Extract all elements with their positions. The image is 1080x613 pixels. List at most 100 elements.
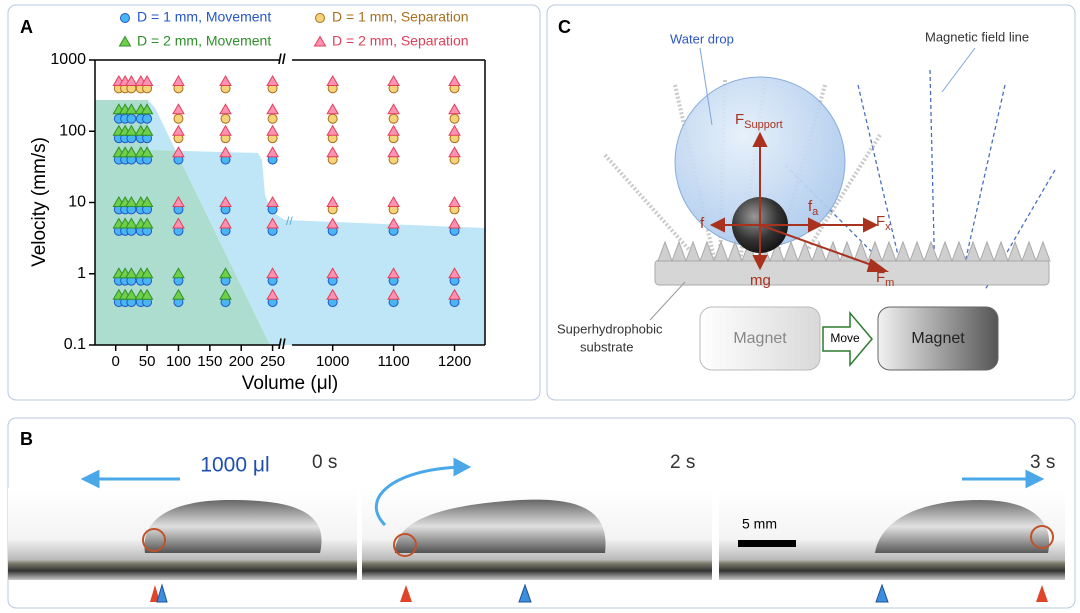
region xyxy=(148,100,485,345)
data-point xyxy=(219,267,232,279)
data-point xyxy=(449,113,460,124)
data-point xyxy=(448,288,461,300)
data-point xyxy=(387,217,400,229)
data-point xyxy=(140,124,154,136)
data-point xyxy=(126,113,137,124)
data-point xyxy=(388,113,399,124)
magnet-label: Magnet xyxy=(911,330,965,347)
force-labels: FSupport f fa Fx Fm mg xyxy=(700,111,894,289)
move-arrow xyxy=(822,310,873,368)
data-point xyxy=(387,124,400,136)
data-point xyxy=(266,146,279,158)
x-tick-label: 150 xyxy=(197,353,222,370)
data-point xyxy=(326,217,340,229)
data-point xyxy=(266,103,279,115)
y-tick-label: 10 xyxy=(68,194,86,211)
data-point xyxy=(219,74,232,86)
force-subscript: m xyxy=(885,277,894,289)
data-point xyxy=(219,103,232,115)
time-label: 0 s xyxy=(312,452,337,473)
x-tick-label: 250 xyxy=(260,353,285,370)
data-point xyxy=(266,288,279,300)
data-point xyxy=(267,113,278,124)
annotation: Superhydrophobic xyxy=(557,321,663,336)
data-point xyxy=(125,196,138,207)
data-point xyxy=(448,196,461,207)
spikes xyxy=(657,240,1051,262)
data-point xyxy=(448,103,461,115)
time-label: 3 s xyxy=(1030,452,1055,473)
legend-marker xyxy=(120,13,130,23)
data-point xyxy=(140,74,154,86)
force-label: F xyxy=(876,213,885,230)
break-mark: // xyxy=(286,214,293,228)
x-tick-label: 0 xyxy=(112,353,120,370)
data-point xyxy=(266,124,279,136)
data-point xyxy=(219,217,232,229)
data-point xyxy=(448,217,461,229)
data-point xyxy=(448,74,461,86)
data-point xyxy=(125,146,138,158)
data-point xyxy=(387,267,400,279)
leader-line xyxy=(699,47,713,126)
annotation: Water drop xyxy=(670,31,734,46)
data-point xyxy=(172,196,185,207)
leader-line xyxy=(941,47,976,93)
drop xyxy=(395,499,606,553)
data-point xyxy=(220,113,231,124)
data-point xyxy=(125,74,138,86)
position-marker xyxy=(1036,585,1048,602)
ball-marker xyxy=(393,533,417,557)
position-marker xyxy=(875,583,889,603)
data-point xyxy=(266,74,279,86)
motion-arrows xyxy=(80,457,1045,527)
position-marker xyxy=(518,583,532,603)
leader-line xyxy=(649,281,686,321)
force-label: FSupport xyxy=(735,111,783,131)
data-point xyxy=(326,146,340,158)
annotation: substrate xyxy=(580,339,633,354)
data-point xyxy=(172,267,185,279)
magnet xyxy=(699,306,821,371)
force-label: fa xyxy=(808,198,819,218)
magnet-label: Magnet xyxy=(733,330,787,347)
x-tick-label: 1200 xyxy=(438,353,471,370)
data-point xyxy=(172,217,185,229)
data-point xyxy=(326,74,340,86)
panel-label: B xyxy=(20,429,33,449)
x-tick-label: 1000 xyxy=(316,353,349,370)
x-tick-label: 50 xyxy=(139,353,156,370)
data-point xyxy=(125,103,138,115)
diagram: C FSupport f fa Fx Fm mg xyxy=(557,17,1056,371)
data-point xyxy=(387,74,400,86)
x-tick-label: 200 xyxy=(229,353,254,370)
data-point xyxy=(326,124,340,136)
y-tick-label: 100 xyxy=(59,122,86,139)
legend-marker xyxy=(118,35,132,47)
force-label: mg xyxy=(750,272,771,289)
force-label: f xyxy=(808,198,813,215)
data-point xyxy=(387,146,400,158)
x-tick-label: 1100 xyxy=(377,353,409,370)
force-label: F xyxy=(735,111,744,128)
force-label: f xyxy=(700,215,705,232)
force-label: F xyxy=(876,269,885,286)
legend-label: D = 2 mm, Separation xyxy=(332,33,469,49)
data-point xyxy=(142,113,153,124)
data-point xyxy=(172,103,185,115)
legend-label: D = 1 mm, Movement xyxy=(137,9,271,25)
ball-marker xyxy=(142,528,166,552)
y-tick-label: 1 xyxy=(77,265,86,282)
data-point xyxy=(219,288,232,300)
data-point xyxy=(266,217,279,229)
legend-label: D = 2 mm, Movement xyxy=(137,33,271,49)
time-label: 2 s xyxy=(670,452,695,473)
data-point xyxy=(125,288,138,300)
axis-break: // xyxy=(278,51,286,67)
data-point xyxy=(140,103,154,115)
force-subscript: a xyxy=(812,206,819,218)
panel-label: A xyxy=(20,17,33,37)
data-point xyxy=(172,146,185,158)
data-point xyxy=(172,124,185,136)
legend-marker xyxy=(315,13,325,23)
